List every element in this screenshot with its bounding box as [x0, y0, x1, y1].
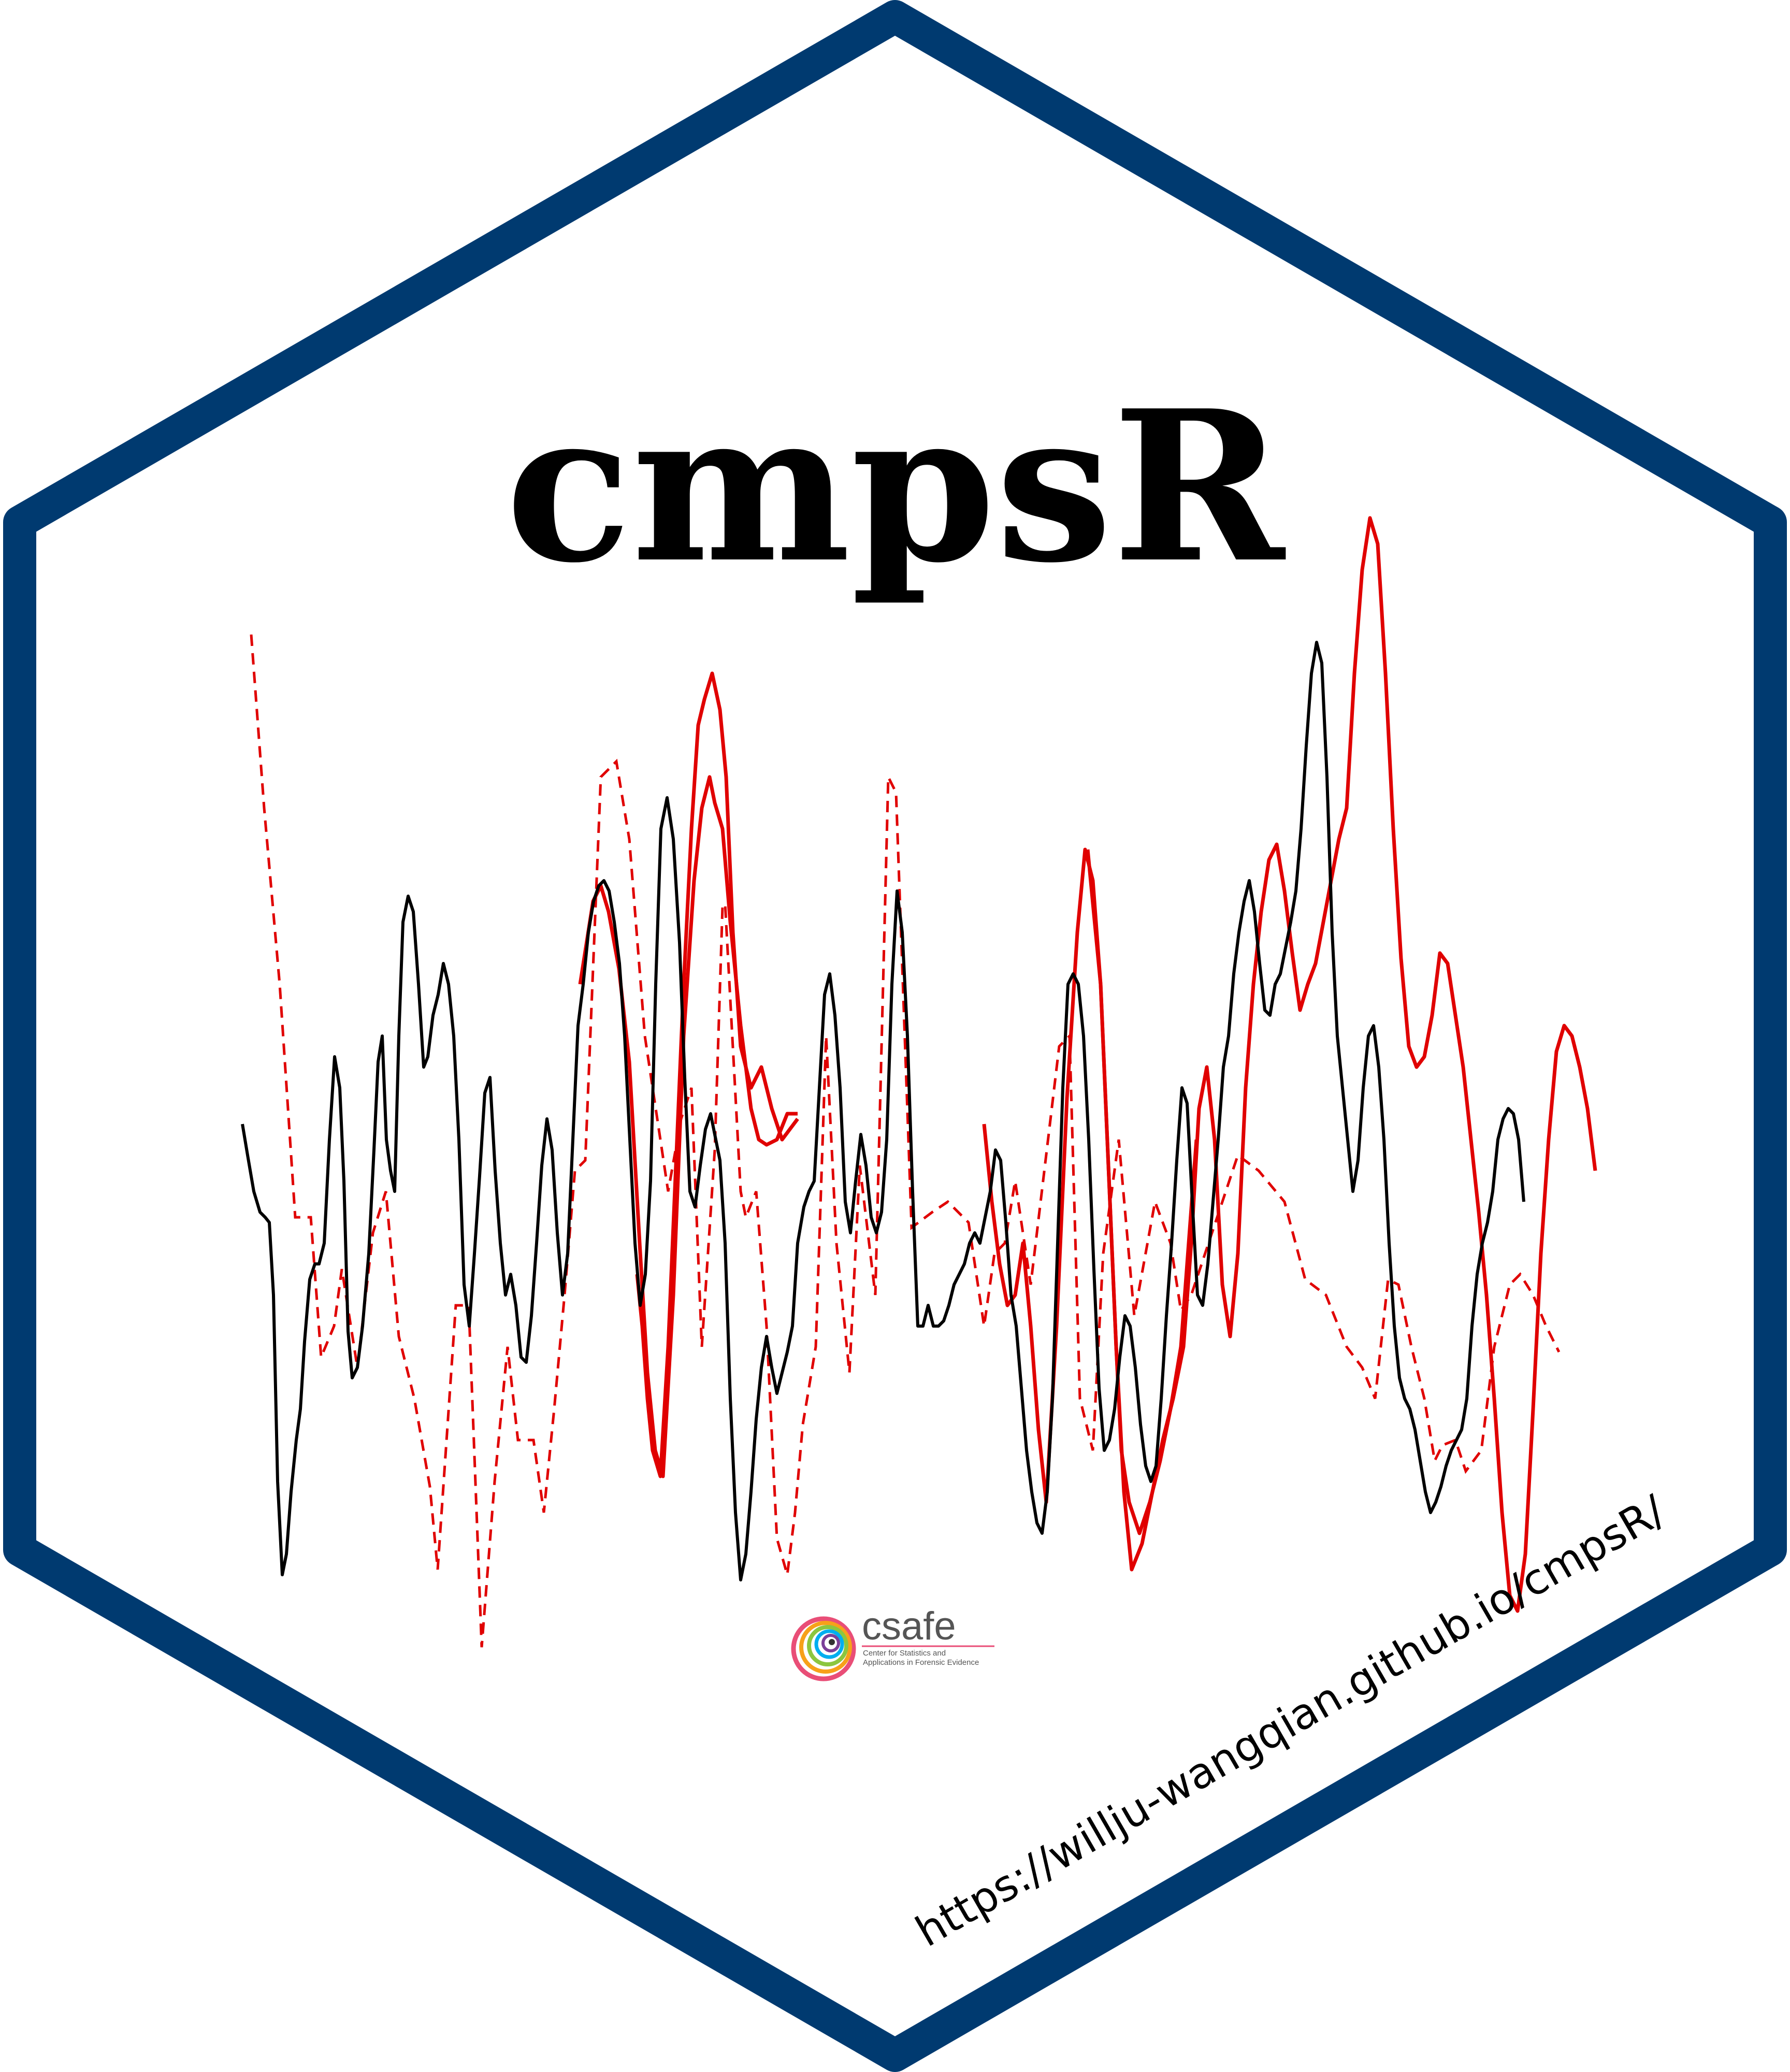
signature-plot [241, 516, 1597, 1648]
csafe-logo-subtitle-line1: Center for Statistics and [863, 1649, 946, 1658]
compared-signature-dashed-line [250, 634, 1561, 1648]
csafe-logo-wordmark: csafe [862, 1604, 956, 1648]
hexagon-border [3, 0, 1787, 2072]
reference-signature-line [241, 641, 1525, 1581]
sticker-title: cmpsR [506, 365, 1287, 609]
csafe-logo: csafe Center for Statistics and Applicat… [791, 1604, 994, 1681]
compared-signature-line [635, 671, 799, 1478]
compared-signature-line [1086, 849, 1199, 1535]
csafe-logo-subtitle-line2: Applications in Forensic Evidence [863, 1658, 979, 1667]
csafe-swirl-icon [791, 1616, 856, 1681]
